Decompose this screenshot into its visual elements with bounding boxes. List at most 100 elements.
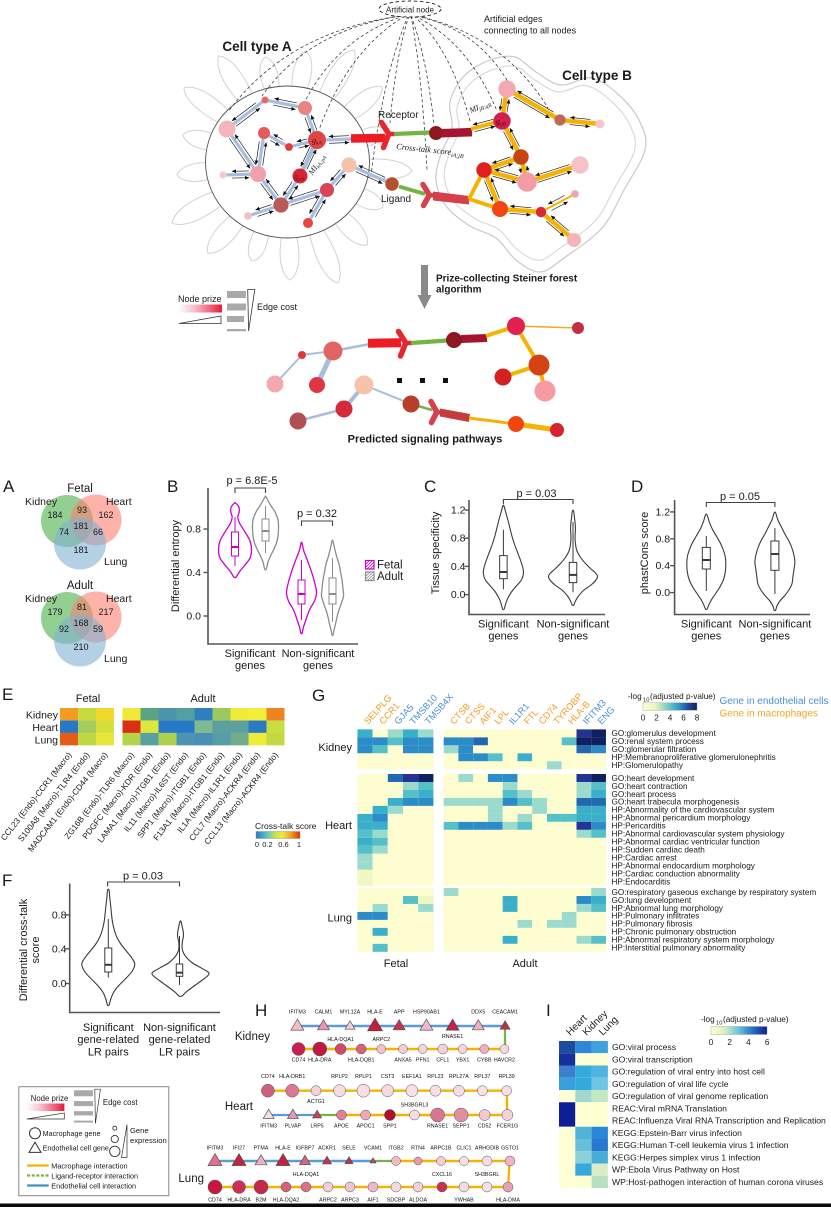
svg-text:RPL27A: RPL27A (449, 1074, 469, 1080)
svg-text:Macrophage interaction: Macrophage interaction (51, 1161, 127, 1170)
svg-text:GO:viral process: GO:viral process (612, 1042, 676, 1052)
svg-text:Kidney: Kidney (318, 742, 352, 754)
svg-text:0: 0 (709, 1038, 714, 1047)
svg-text:6: 6 (681, 714, 686, 723)
svg-text:Heart: Heart (106, 593, 132, 605)
svg-text:genes: genes (488, 631, 518, 643)
svg-text:Non-significant: Non-significant (537, 619, 610, 631)
svg-text:IFITM3: IFITM3 (260, 1124, 277, 1130)
svg-text:Edge cost: Edge cost (103, 1098, 139, 1107)
svg-text:0.8: 0.8 (52, 909, 67, 921)
svg-text:ACTG1: ACTG1 (307, 1099, 325, 1105)
svg-text:HLA-DQA1: HLA-DQA1 (327, 1037, 354, 1043)
svg-text:E: E (2, 685, 13, 704)
svg-text:APOE: APOE (334, 1124, 349, 1130)
svg-text:GO:regulation of viral entry i: GO:regulation of viral entry into host c… (612, 1067, 765, 1077)
svg-text:8: 8 (695, 714, 700, 723)
svg-text:168: 168 (73, 618, 88, 628)
svg-text:AIF1: AIF1 (367, 1198, 378, 1204)
svg-text:RPLP2: RPLP2 (331, 1074, 348, 1080)
svg-text:Prize-collecting Steiner fores: Prize-collecting Steiner forest (436, 274, 578, 285)
svg-text:92: 92 (59, 624, 69, 634)
svg-text:ANXA5: ANXA5 (394, 1058, 411, 1064)
svg-text:0: 0 (641, 714, 646, 723)
svg-text:RNASE1: RNASE1 (427, 1124, 448, 1130)
svg-text:YBX1: YBX1 (456, 1058, 470, 1064)
svg-text:Receptor: Receptor (378, 110, 419, 121)
svg-text:SELE: SELE (342, 1146, 356, 1152)
svg-text:217: 217 (98, 607, 113, 617)
svg-text:ARPC1B: ARPC1B (430, 1146, 452, 1152)
svg-text:expression: expression (130, 1136, 167, 1145)
svg-text:ITGB2: ITGB2 (388, 1146, 403, 1152)
svg-text:FCER1G: FCER1G (497, 1124, 519, 1130)
svg-text:Cell type A: Cell type A (222, 39, 292, 54)
svg-text:HP:Endocarditis: HP:Endocarditis (612, 878, 671, 887)
svg-text:Gene in macrophages: Gene in macrophages (720, 709, 818, 720)
svg-text:PFN1: PFN1 (416, 1058, 430, 1064)
svg-text:YWHAB: YWHAB (454, 1198, 474, 1204)
svg-text:2: 2 (727, 1038, 732, 1047)
svg-text:Gene: Gene (130, 1126, 149, 1135)
svg-text:Significant: Significant (681, 619, 732, 631)
svg-text:Artificial node: Artificial node (386, 6, 435, 15)
svg-text:Differential cross-talk: Differential cross-talk (18, 898, 30, 1001)
svg-text:EEF1A1: EEF1A1 (402, 1074, 422, 1080)
svg-text:Differential entropy: Differential entropy (170, 519, 182, 612)
svg-text:210: 210 (73, 642, 88, 652)
svg-text:0.0: 0.0 (186, 611, 201, 623)
svg-text:74: 74 (59, 527, 69, 537)
svg-text:HLA-E: HLA-E (275, 1146, 291, 1152)
svg-text:ALDOA: ALDOA (409, 1198, 427, 1204)
svg-text:HSP90AB1: HSP90AB1 (413, 1010, 440, 1016)
svg-text:F: F (2, 871, 12, 890)
svg-text:GSTO1: GSTO1 (501, 1146, 519, 1152)
svg-text:gene-related: gene-related (77, 1034, 139, 1046)
svg-text:Node prize: Node prize (31, 1094, 69, 1103)
svg-text:81: 81 (77, 602, 87, 612)
svg-text:REAC:Viral mRNA Translation: REAC:Viral mRNA Translation (612, 1103, 727, 1113)
svg-text:Significant: Significant (225, 648, 276, 660)
svg-text:genes: genes (558, 631, 588, 643)
svg-text:RPLP1: RPLP1 (355, 1074, 372, 1080)
svg-text:Kidney: Kidney (235, 1031, 270, 1043)
svg-text:66: 66 (93, 527, 103, 537)
svg-text:GO:regulation of viral genome: GO:regulation of viral genome replicatio… (612, 1091, 768, 1101)
svg-text:p = 0.05: p = 0.05 (720, 491, 760, 503)
svg-text:HP:Glomerulopathy: HP:Glomerulopathy (612, 761, 684, 770)
svg-text:CD74: CD74 (292, 1058, 306, 1064)
svg-text:1.2: 1.2 (655, 506, 670, 518)
svg-text:SDCBP: SDCBP (387, 1198, 406, 1204)
svg-text:p = 0.32: p = 0.32 (297, 508, 337, 520)
svg-text:HLA-DRA: HLA-DRA (308, 1058, 332, 1064)
svg-text:Fetal: Fetal (384, 958, 408, 970)
svg-text:Edge cost: Edge cost (257, 302, 298, 312)
svg-text:0.8: 0.8 (451, 533, 466, 545)
svg-text:genes: genes (760, 631, 790, 643)
svg-text:6: 6 (765, 1038, 770, 1047)
svg-text:genes: genes (303, 660, 333, 672)
svg-text:p = 6.8E-5: p = 6.8E-5 (226, 475, 277, 487)
svg-text:HP:Interstitial pulmonary abno: HP:Interstitial pulmonary abnormality (612, 944, 747, 953)
svg-text:0.4: 0.4 (451, 561, 466, 573)
svg-text:Fetal: Fetal (67, 483, 93, 495)
svg-text:0.0: 0.0 (52, 978, 67, 990)
svg-text:HLA-E: HLA-E (367, 1010, 383, 1016)
svg-text:HLA-DQA2: HLA-DQA2 (273, 1198, 300, 1204)
svg-text:SEPP1: SEPP1 (453, 1124, 470, 1130)
svg-text:Significant: Significant (83, 1022, 134, 1034)
svg-text:10: 10 (643, 698, 649, 704)
svg-text:Lung: Lung (328, 913, 352, 925)
svg-text:CYBB: CYBB (477, 1058, 492, 1064)
svg-text:HLA-DRB1: HLA-DRB1 (279, 1074, 305, 1080)
svg-text:IFITM3: IFITM3 (207, 1146, 224, 1152)
svg-text:CD74: CD74 (208, 1198, 222, 1204)
svg-text:Adult: Adult (512, 958, 537, 970)
svg-text:Fetal: Fetal (76, 693, 100, 705)
svg-text:CFL1: CFL1 (436, 1058, 449, 1064)
svg-text:Macrophage gene: Macrophage gene (43, 1129, 101, 1138)
svg-text:WP:Host-pathogen interaction o: WP:Host-pathogen interaction of human co… (612, 1177, 823, 1187)
svg-text:APOC1: APOC1 (357, 1124, 375, 1130)
svg-text:Kidney: Kidney (25, 496, 58, 508)
svg-text:KEGG:Herpes simplex virus 1 in: KEGG:Herpes simplex virus 1 infection (612, 1152, 761, 1162)
